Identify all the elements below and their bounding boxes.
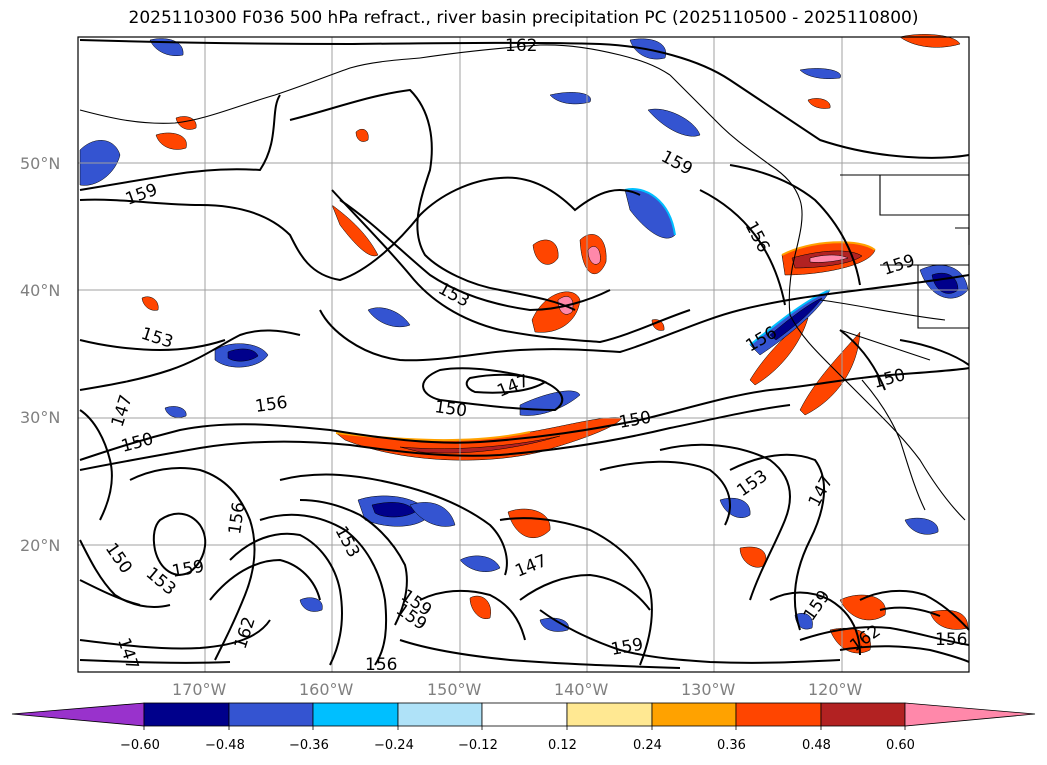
lon-label-130w: 130°W xyxy=(681,680,736,699)
lat-label-50n: 50°N xyxy=(20,154,61,173)
warm-blob-1 xyxy=(532,239,559,265)
colorbar xyxy=(11,702,1036,730)
colorbar-tick-label: 0.60 xyxy=(886,738,915,753)
colorbar-swatch xyxy=(312,702,399,727)
contour-label: 150 xyxy=(433,397,468,421)
contour-label: 162 xyxy=(505,36,537,56)
colorbar-extend-right xyxy=(904,702,1036,727)
colorbar-swatch xyxy=(651,702,737,727)
colorbar-tick-label: −0.36 xyxy=(289,738,329,753)
colorbar-tick-label: 0.24 xyxy=(633,738,662,753)
warm-blob-w1 xyxy=(141,296,159,311)
colorbar-tick-label: 0.48 xyxy=(802,738,831,753)
colorbar-swatch xyxy=(143,702,230,727)
coastlines xyxy=(79,44,970,521)
warm-blob-nn xyxy=(807,98,831,109)
lon-label-160w: 160°W xyxy=(299,680,354,699)
lon-label-170w: 170°W xyxy=(172,680,227,699)
cold-blob-se2 xyxy=(904,517,939,535)
lon-label-140w: 140°W xyxy=(554,680,609,699)
warm-blob-nw2 xyxy=(175,116,197,130)
warm-blob-nw1 xyxy=(155,132,187,150)
colorbar-tick-label: −0.24 xyxy=(374,738,414,753)
warm-streak-coast xyxy=(749,317,809,386)
cold-blob-top3 xyxy=(799,68,841,79)
contour-label: 156 xyxy=(935,630,967,650)
colorbar-tick-label: 0.12 xyxy=(548,738,577,753)
cold-blob-ne2 xyxy=(647,108,701,137)
colorbar-swatch xyxy=(566,702,653,727)
graticule xyxy=(78,37,969,672)
colorbar-extend-left xyxy=(11,702,145,727)
lat-label-20n: 20°N xyxy=(20,536,61,555)
colorbar-swatch xyxy=(228,702,314,727)
lon-label-120w: 120°W xyxy=(808,680,863,699)
colorbar-tick-label: 0.36 xyxy=(717,738,746,753)
contour-label: 156 xyxy=(225,501,249,536)
lat-label-30n: 30°N xyxy=(20,408,61,427)
warm-streak-baja xyxy=(799,331,861,416)
cold-blob-coast-core xyxy=(769,297,823,341)
colorbar-tick-label: −0.60 xyxy=(120,738,160,753)
cold-blob-s xyxy=(459,555,501,572)
colorbar-swatch xyxy=(820,702,906,727)
warm-blob-2-core xyxy=(587,246,601,265)
colorbar-swatch xyxy=(735,702,822,727)
cold-blob-w2-core xyxy=(227,348,259,362)
warm-blob-top-right xyxy=(899,34,961,48)
contour-label: 156 xyxy=(254,393,289,417)
contour-label: 156 xyxy=(365,655,397,675)
colorbar-tick-label: −0.48 xyxy=(205,738,245,753)
warm-band-core xyxy=(399,435,561,454)
warm-blob-center xyxy=(507,508,551,539)
warm-streak-nw xyxy=(331,204,379,257)
cold-blob-top4 xyxy=(549,92,591,105)
colorbar-tick-label: −0.12 xyxy=(458,738,498,753)
cold-blob-w3 xyxy=(164,406,187,418)
colorbar-swatch xyxy=(481,702,568,727)
map-border xyxy=(77,36,970,673)
cold-blob-sc2 xyxy=(409,502,456,527)
warm-blob-s1 xyxy=(469,595,491,620)
cold-blob-s2 xyxy=(299,597,323,612)
warm-blob-se xyxy=(839,594,886,621)
contour-lines xyxy=(79,39,970,669)
warm-blob-nc xyxy=(355,129,369,142)
lon-label-150w: 150°W xyxy=(427,680,482,699)
warm-blob-ne-pink xyxy=(809,254,849,263)
cold-blob-c1 xyxy=(367,307,411,328)
chart-title: 2025110300 F036 500 hPa refract., river … xyxy=(128,8,919,28)
cold-blob-se1 xyxy=(719,497,751,518)
colorbar-swatch xyxy=(397,702,483,727)
lat-label-40n: 40°N xyxy=(20,281,61,300)
